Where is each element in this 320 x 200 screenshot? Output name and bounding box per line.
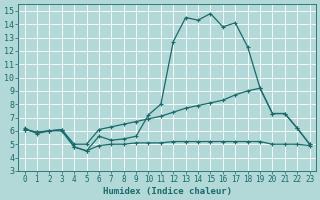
X-axis label: Humidex (Indice chaleur): Humidex (Indice chaleur)	[103, 187, 232, 196]
